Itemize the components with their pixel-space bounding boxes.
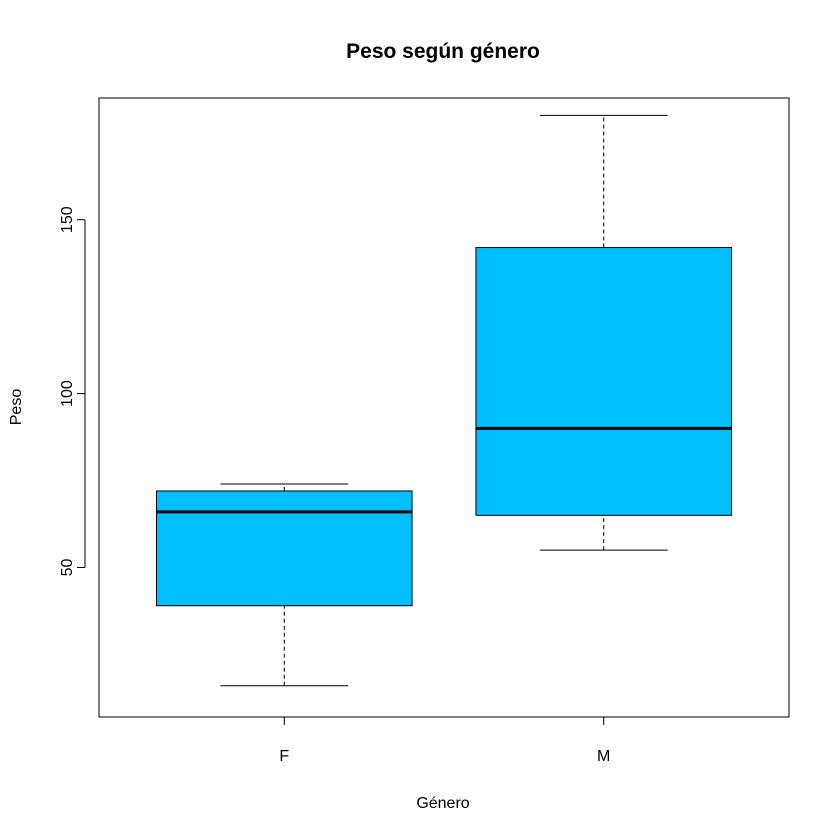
y-tick-label-50: 50 xyxy=(59,558,76,576)
box-m xyxy=(475,247,733,516)
y-axis-label: Peso xyxy=(8,389,25,426)
box-f xyxy=(156,490,413,607)
chart-title: Peso según género xyxy=(346,40,540,63)
x-tick-label-m: M xyxy=(597,748,610,765)
axis-layer: F M 50 100 150 xyxy=(59,206,610,765)
y-tick-label-150: 150 xyxy=(59,206,76,233)
plot-layer xyxy=(156,114,733,687)
y-tick-label-100: 100 xyxy=(59,380,76,407)
x-tick-label-f: F xyxy=(279,748,289,765)
plot-frame xyxy=(98,97,790,718)
x-axis-label: Género xyxy=(416,795,469,812)
